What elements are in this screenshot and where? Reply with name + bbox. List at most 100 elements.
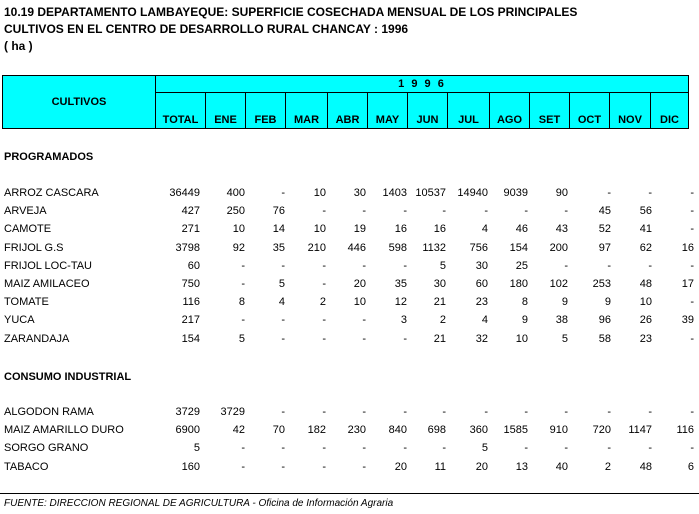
column-header-nov: NOV [609,91,651,130]
cell-feb: 70 [272,424,285,436]
cell-total: 271 [181,223,200,235]
cell-feb: - [281,333,285,345]
cell-set: 102 [549,278,568,290]
cell-oct: - [607,260,611,272]
cell-total: 60 [187,260,200,272]
cell-oct: - [607,187,611,199]
cell-jul: 14940 [457,187,488,199]
cell-mar: - [322,461,326,473]
cell-total: 3798 [175,242,200,254]
column-header-mar: MAR [285,91,328,130]
cell-ene: 3729 [220,406,245,418]
cell-jul: 60 [475,278,488,290]
cell-jul: 4 [481,314,488,326]
cell-total: 116 [182,296,200,308]
column-header-set: SET [529,91,570,130]
cell-jul: - [484,205,488,217]
cell-abr: 30 [353,187,366,199]
column-header-oct: OCT [569,91,610,130]
cell-jun: 21 [433,333,446,345]
cell-nov: 56 [639,205,652,217]
cell-abr: - [362,406,366,418]
cell-jun: 10537 [415,187,446,199]
cell-nov: 62 [639,242,652,254]
row-label: YUCA [4,314,35,326]
column-header-ene: ENE [205,91,246,130]
cell-mar: - [322,278,326,290]
cell-ago: 46 [515,223,528,235]
cell-dic: - [690,442,694,454]
cell-feb: 35 [272,242,285,254]
cell-set: 43 [555,223,568,235]
cell-feb: - [281,314,285,326]
cell-nov: 26 [639,314,652,326]
table-row: ARVEJA 427 250 76 - - - - - - - 45 56 - [0,205,699,221]
cell-oct: - [607,442,611,454]
column-header-total: TOTAL [155,91,206,130]
cell-may: 840 [388,424,407,436]
cell-ago: 154 [509,242,528,254]
cell-total: 5 [193,442,200,454]
cell-abr: - [362,205,366,217]
cell-set: - [564,442,568,454]
cell-oct: 9 [604,296,611,308]
title-line-2: CULTIVOS EN EL CENTRO DE DESARROLLO RURA… [4,22,409,36]
cell-nov: 1147 [628,424,652,436]
cell-abr: 19 [353,223,366,235]
cell-jul: 30 [475,260,488,272]
row-label: ALGODON RAMA [4,406,94,418]
cell-nov: 48 [639,278,652,290]
cell-jul: 4 [481,223,488,235]
table-row: ARROZ CASCARA 36449 400 - 10 30 1403 10537 14940… [0,187,699,203]
cell-nov: 23 [639,333,652,345]
cell-abr: 446 [347,242,366,254]
table-row: TABACO 160 - - - - 20 11 20 13 40 2 48 6 [0,461,699,477]
column-header-jul: JUL [447,91,490,130]
cell-dic: - [690,333,694,345]
table-row: ALGODON RAMA 3729 3729 - - - - - - - - - - - [0,406,699,422]
column-header-ago: AGO [489,91,530,130]
cell-ene: - [241,442,245,454]
cell-ago: 1585 [503,424,528,436]
cell-abr: - [362,260,366,272]
cell-may: - [403,406,407,418]
cell-jul: 20 [475,461,488,473]
cell-may: - [403,442,407,454]
cell-dic: - [690,187,694,199]
table-row: FRIJOL G.S 3798 92 35 210 446 598 1132 756 154 200… [0,242,699,258]
cell-ago: 180 [509,278,528,290]
cell-feb: - [281,260,285,272]
cell-abr: 10 [353,296,366,308]
cell-may: - [403,260,407,272]
cell-total: 427 [181,205,200,217]
cell-oct: 2 [604,461,611,473]
cell-mar: - [322,406,326,418]
cell-may: 12 [394,296,407,308]
cell-nov: 41 [639,223,652,235]
cell-ene: 5 [238,333,245,345]
table-row: FRIJOL LOC-TAU 60 - - - - - 5 30 25 - - - - [0,260,699,276]
cell-abr: - [362,442,366,454]
cell-nov: - [648,442,652,454]
cell-total: 6900 [175,424,200,436]
cell-set: 90 [555,187,568,199]
cell-abr: - [362,333,366,345]
cell-may: 35 [394,278,407,290]
cell-may: 16 [394,223,407,235]
cell-oct: 720 [592,424,611,436]
cell-jun: - [442,442,446,454]
cell-dic: 17 [681,278,694,290]
cell-jul: 5 [481,442,488,454]
cell-total: 3729 [175,406,200,418]
cell-ago: 8 [521,296,528,308]
column-header-dic: DIC [650,91,689,130]
cell-jul: - [484,406,488,418]
cell-total: 750 [181,278,200,290]
cell-jun: - [442,406,446,418]
cell-total: 217 [181,314,200,326]
cell-jun: 30 [433,278,446,290]
cell-ago: 10 [515,333,528,345]
cell-feb: - [281,406,285,418]
cell-jun: 5 [439,260,446,272]
cell-jul: 32 [475,333,488,345]
